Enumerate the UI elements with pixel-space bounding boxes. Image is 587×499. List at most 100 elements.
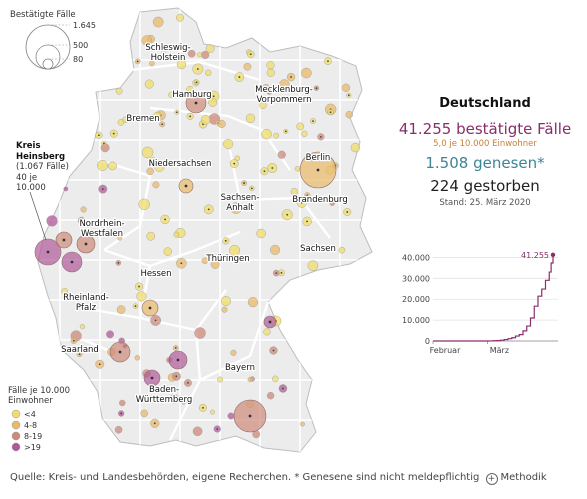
district-bubble [279,79,290,90]
heinsberg-name-1: Kreis [16,141,41,151]
district-dot [272,349,275,352]
district-bubble [119,399,126,407]
district-dot [101,188,104,191]
district-dot [180,262,183,265]
chart-ytick-label: 40.000 [402,253,430,262]
district-bubble [117,235,123,241]
district-bubble [294,166,301,172]
rate-legend-label: >19 [24,443,41,452]
methodik-link[interactable]: Methodik [500,472,547,483]
district-dot [249,53,252,56]
hotspot-dot [70,260,74,264]
hotspot-dot [84,242,88,246]
district-dot [189,115,192,118]
district-bubble [266,61,275,70]
state-label: Württemberg [136,395,193,405]
district-bubble [146,231,156,241]
chart-ytick-label: 10.000 [402,316,430,325]
rate-legend-swatch [11,409,21,419]
district-dot [174,347,177,349]
district-dot [153,422,156,425]
district-bubbles [34,13,361,439]
rate-legend-swatch [11,431,21,441]
recovered-label: genesen* [473,154,545,172]
confirmed-cases-label: bestätigte Fälle [456,120,572,138]
deaths-label: gestorben [463,177,540,195]
district-bubble [169,393,179,404]
rate-legend-title-2: Einwohner [8,396,53,406]
heinsberg-name-2: Heinsberg [16,151,66,162]
district-dot [329,111,332,114]
deaths: 224 gestorben [395,177,575,195]
chart-ytick-label: 20.000 [402,295,430,304]
district-bubble [256,228,266,239]
district-bubble [338,246,346,254]
district-bubble [117,119,125,126]
heinsberg-per-1: 40 je [16,172,38,183]
district-bubble [307,260,319,271]
district-bubble [345,110,353,119]
district-bubble [341,83,351,92]
district-bubble [61,287,69,295]
district-bubble [176,13,184,22]
district-bubble [272,375,279,383]
district-bubble [187,49,196,58]
district-dot [243,182,246,184]
district-bubble [173,231,180,238]
district-dot [138,285,140,288]
district-bubble [204,69,212,77]
district-bubble [186,86,194,94]
district-dot [271,167,274,169]
hotspot-dot [46,250,50,254]
district-dot [103,142,105,145]
hotspot-dot [184,184,188,188]
chart-ytick-label: 30.000 [402,274,430,283]
country-title: Deutschland [439,96,531,111]
district-bubble [247,377,253,383]
hotspot-dot [150,376,154,380]
state-label: Holstein [151,53,186,63]
district-dot [319,135,322,138]
state-label: Rheinland- [63,293,109,303]
rate-legend-swatch [11,420,21,430]
chart-xtick-label: Februar [430,346,461,355]
hotspot-dot [316,168,320,172]
district-bubble [301,130,308,137]
district-bubble [210,260,220,269]
district-dot [98,134,100,137]
district-bubble [296,122,305,131]
hotspot-dot [194,101,198,105]
district-dot [315,87,318,90]
district-dot [238,76,241,78]
district-bubble [115,87,123,95]
district-bubble [350,142,361,153]
district-dot [202,406,204,409]
recovered-value: 1.508 [425,154,469,172]
district-bubble [161,48,166,54]
district-bubble [259,101,267,110]
chart-ytick-label: 0 [425,337,430,346]
district-bubble [201,50,210,60]
district-bubble [201,257,209,264]
state-label: Westfalen [81,229,123,239]
district-bubble [205,44,215,53]
plus-circle-icon[interactable]: + [485,473,498,485]
state-label: Nordrhein- [79,219,124,229]
district-dot [233,162,236,165]
district-dot [175,375,178,378]
district-dot [286,213,289,216]
district-bubble [152,16,164,28]
district-bubble [221,306,228,313]
district-dot [306,194,309,197]
date-stand: Stand: 25. März 2020 [439,198,531,208]
district-dot [164,218,166,221]
state-label: Bremen [126,114,159,124]
district-bubble [208,98,218,107]
district-bubble [263,328,271,336]
district-dot [268,90,271,93]
cases-line-chart: 0 10.000 20.000 30.000 40.000 Februar März 41.2… [402,251,558,355]
district-dot [72,339,75,342]
state-label: Thüringen [205,254,249,264]
size-legend-label-large: 1.645 [73,21,96,30]
